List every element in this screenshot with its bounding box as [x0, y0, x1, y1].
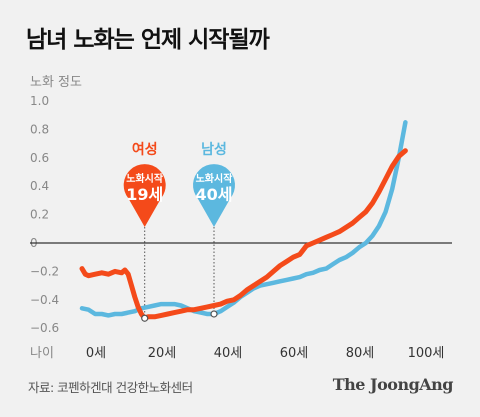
y-tick-label: −0.4	[30, 293, 59, 307]
y-tick-label: 0.8	[30, 122, 49, 136]
x-tick-label: 60세	[280, 346, 309, 361]
y-tick-label: 0.6	[30, 151, 49, 165]
y-tick-label: 0.2	[30, 208, 49, 222]
chart-title: 남녀 노화는 언제 시작될까	[26, 27, 270, 53]
callout-onset-age: 40세	[196, 185, 233, 204]
callout-group-label: 남성	[201, 141, 227, 158]
callout-onset-age: 19세	[126, 185, 163, 204]
x-tick-label: 80세	[346, 346, 375, 361]
x-tick-label: 40세	[214, 346, 243, 361]
y-axis-label: 노화 정도	[30, 75, 82, 90]
x-tick-label: 100세	[408, 346, 445, 361]
callout-onset-label: 노화시작	[126, 172, 164, 185]
onset-marker-male	[210, 310, 218, 318]
y-tick-label: −0.2	[30, 264, 59, 278]
callout-group-label: 여성	[132, 141, 158, 158]
x-tick-label: 0세	[86, 346, 106, 361]
callout-onset-label: 노화시작	[196, 172, 234, 185]
x-axis-label: 나이	[30, 346, 54, 361]
series-line-female	[79, 148, 408, 321]
publisher-logo: The JoongAng	[332, 375, 454, 394]
x-tick-label: 20세	[148, 346, 177, 361]
y-tick-label: 0.4	[30, 179, 49, 193]
callout-pin-shape	[123, 164, 166, 227]
y-tick-label: −0.6	[30, 321, 59, 335]
y-tick-label: 1.0	[30, 94, 49, 108]
onset-marker-female	[141, 314, 149, 322]
callout-pin-shape	[192, 164, 235, 227]
source-note: 자료: 코펜하겐대 건강한노화센터	[28, 380, 193, 395]
